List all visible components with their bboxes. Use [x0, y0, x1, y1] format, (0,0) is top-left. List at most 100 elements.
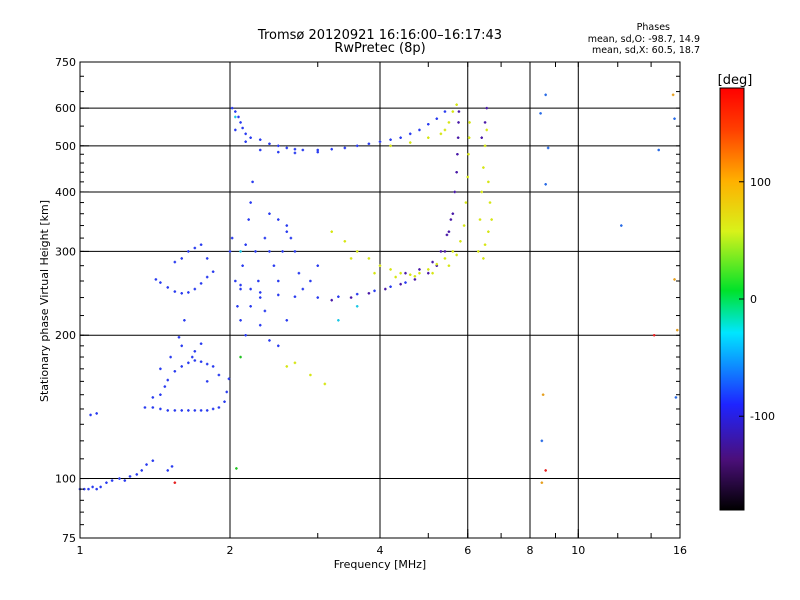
- data-point: [249, 136, 252, 140]
- data-point: [151, 396, 155, 399]
- data-point: [483, 144, 487, 148]
- x-tick-label: 4: [377, 544, 384, 557]
- data-point: [408, 132, 412, 136]
- data-point: [180, 365, 184, 368]
- data-point: [330, 147, 334, 151]
- data-point: [540, 481, 544, 485]
- data-point: [276, 218, 280, 221]
- data-point: [217, 406, 221, 409]
- data-point: [239, 287, 242, 291]
- data-point: [447, 264, 451, 267]
- y-tick-label: 100: [55, 473, 76, 486]
- data-point: [418, 128, 421, 132]
- data-point: [199, 409, 203, 412]
- data-point: [482, 166, 485, 169]
- data-point: [99, 485, 102, 489]
- data-point: [193, 359, 197, 362]
- colorbar: 100 0 -100: [719, 87, 775, 511]
- data-point: [297, 271, 301, 275]
- data-point: [187, 250, 190, 253]
- data-point: [237, 115, 240, 119]
- data-point: [166, 469, 170, 472]
- data-point: [228, 250, 232, 253]
- data-point: [180, 257, 184, 260]
- data-point: [293, 250, 297, 253]
- data-point: [285, 318, 289, 322]
- data-point: [455, 103, 458, 107]
- data-point: [211, 270, 215, 273]
- chart-title: Tromsø 20120921 16:16:00–16:17:43: [257, 28, 503, 43]
- data-point: [205, 275, 209, 279]
- data-point: [268, 250, 271, 253]
- data-point: [159, 281, 162, 284]
- data-point: [268, 142, 271, 146]
- data-point: [367, 257, 371, 260]
- data-point: [443, 250, 447, 253]
- data-point: [276, 144, 280, 148]
- data-point: [349, 296, 353, 299]
- data-point: [205, 380, 209, 383]
- data-point: [451, 110, 455, 113]
- x-axis-label: Frequency [MHz]: [334, 558, 426, 571]
- data-point: [399, 271, 402, 275]
- data-point: [239, 283, 242, 287]
- data-point: [443, 110, 447, 113]
- data-point: [457, 121, 460, 124]
- data-point: [373, 289, 376, 293]
- data-point: [389, 268, 392, 271]
- data-point: [435, 117, 439, 121]
- data-point: [173, 369, 177, 373]
- data-point: [389, 138, 392, 142]
- data-point: [620, 224, 623, 227]
- data-point: [464, 201, 468, 204]
- data-point: [426, 271, 430, 275]
- data-point: [490, 218, 493, 221]
- data-point: [244, 132, 247, 136]
- colorbar-tick-label: 0: [750, 293, 757, 306]
- data-point: [95, 412, 98, 415]
- data-point: [199, 282, 203, 285]
- data-point: [258, 138, 262, 142]
- data-point: [453, 190, 457, 194]
- data-point: [541, 393, 545, 397]
- data-point: [166, 409, 170, 412]
- data-point: [230, 106, 234, 110]
- data-point: [276, 293, 280, 297]
- data-point: [480, 136, 484, 140]
- data-point: [355, 144, 359, 148]
- data-point: [151, 406, 155, 409]
- data-point: [234, 115, 237, 119]
- data-point: [337, 295, 340, 298]
- data-point: [217, 373, 221, 377]
- data-point: [193, 246, 197, 250]
- data-point: [151, 459, 155, 463]
- data-point: [140, 469, 144, 472]
- data-point: [187, 291, 190, 294]
- data-point: [263, 309, 267, 313]
- y-tick-label: 300: [55, 245, 76, 258]
- colorbar-label: [deg]: [718, 73, 753, 88]
- data-point: [285, 365, 289, 368]
- data-point: [205, 362, 209, 366]
- data-point: [235, 467, 238, 470]
- axis-ticks: 1 2 4 6 8 10 16 75 100 200 300 400 500 600 750: [55, 56, 687, 557]
- data-point: [301, 148, 305, 152]
- data-point: [123, 479, 127, 482]
- data-point: [193, 409, 197, 412]
- data-point: [199, 342, 203, 345]
- data-point: [173, 290, 177, 293]
- data-point: [456, 136, 460, 140]
- data-point: [180, 409, 184, 412]
- data-point: [230, 236, 234, 240]
- data-point: [426, 122, 430, 126]
- data-point: [456, 152, 459, 156]
- data-point: [258, 296, 262, 299]
- data-point: [225, 390, 229, 394]
- data-point: [671, 93, 675, 97]
- data-point: [443, 128, 447, 132]
- x-tick-label: 6: [464, 544, 471, 557]
- data-point: [477, 250, 480, 253]
- y-tick-label: 600: [55, 102, 76, 115]
- chart-subtitle: RwPretec (8p): [334, 41, 426, 56]
